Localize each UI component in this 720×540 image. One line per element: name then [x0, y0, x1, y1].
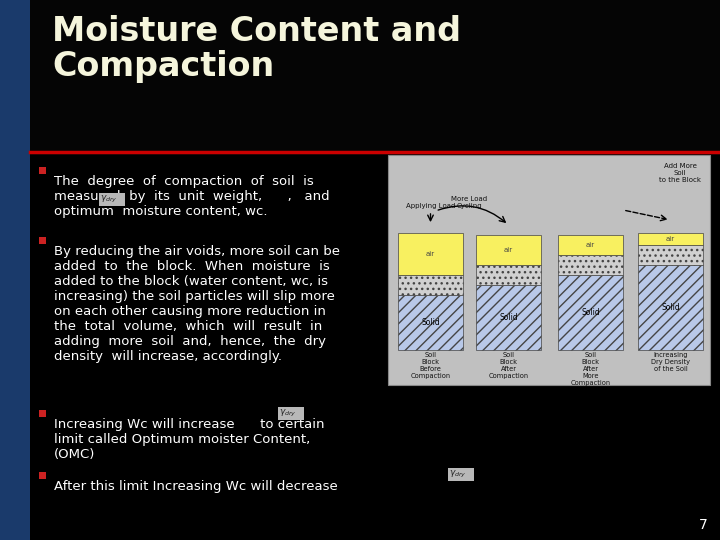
Text: Soil
Block
After
Compaction: Soil Block After Compaction — [488, 352, 528, 379]
Text: 7: 7 — [699, 518, 708, 532]
Text: Add More
Soil
to the Block: Add More Soil to the Block — [659, 163, 701, 183]
Bar — [638, 265, 703, 350]
Bar — [398, 275, 463, 295]
Bar — [476, 235, 541, 265]
Text: $\gamma_{dry}$: $\gamma_{dry}$ — [449, 469, 467, 480]
Text: limit called Optimum moister Content,: limit called Optimum moister Content, — [54, 433, 310, 446]
Text: air: air — [586, 242, 595, 248]
Text: density  will increase, accordingly.: density will increase, accordingly. — [54, 350, 282, 363]
Bar — [398, 233, 463, 275]
Bar — [30, 0, 720, 155]
Bar — [278, 407, 304, 420]
Text: the  total  volume,  which  will  result  in: the total volume, which will result in — [54, 320, 323, 333]
Text: Solid: Solid — [421, 318, 440, 327]
Text: optimum  moisture content, wᴄ.: optimum moisture content, wᴄ. — [54, 205, 268, 218]
Text: The  degree  of  compaction  of  soil  is: The degree of compaction of soil is — [54, 175, 314, 188]
Text: $\gamma_{dry}$: $\gamma_{dry}$ — [100, 194, 118, 205]
Text: $\gamma_{dry}$: $\gamma_{dry}$ — [279, 408, 297, 419]
Bar — [38, 166, 45, 173]
Bar — [638, 245, 703, 265]
Text: After this limit Increasing Wc will decrease: After this limit Increasing Wc will decr… — [54, 480, 338, 493]
Text: Increasing
Dry Density
of the Soil: Increasing Dry Density of the Soil — [651, 352, 690, 372]
Text: Solid: Solid — [581, 308, 600, 317]
Text: added to the block (water content, wc, is: added to the block (water content, wc, i… — [54, 275, 328, 288]
Text: measured  by  its  unit  weight,      ,   and: measured by its unit weight, , and — [54, 190, 330, 203]
Text: increasing) the soil particles will slip more: increasing) the soil particles will slip… — [54, 290, 335, 303]
Text: Applying Load: Applying Load — [406, 203, 455, 209]
Text: Soil
Block
After
More
Compaction: Soil Block After More Compaction — [570, 352, 611, 386]
Bar — [558, 255, 623, 275]
Bar — [448, 468, 474, 481]
Text: Moisture Content and: Moisture Content and — [52, 15, 461, 48]
Text: Solid: Solid — [499, 313, 518, 322]
Text: More Load
Cycling: More Load Cycling — [451, 196, 487, 209]
Text: air: air — [666, 236, 675, 242]
Text: on each other causing more reduction in: on each other causing more reduction in — [54, 305, 326, 318]
Bar — [398, 295, 463, 350]
Text: added  to  the  block.  When  moisture  is: added to the block. When moisture is — [54, 260, 330, 273]
Bar — [0, 0, 30, 540]
Bar — [388, 155, 710, 385]
Bar — [38, 471, 45, 478]
Text: (OMC): (OMC) — [54, 448, 95, 461]
Bar — [99, 193, 125, 206]
Text: adding  more  soil  and,  hence,  the  dry: adding more soil and, hence, the dry — [54, 335, 326, 348]
Text: Increasing Wc will increase      to certain: Increasing Wc will increase to certain — [54, 418, 325, 431]
Text: By reducing the air voids, more soil can be: By reducing the air voids, more soil can… — [54, 245, 340, 258]
Text: Solid: Solid — [661, 303, 680, 312]
Bar — [558, 235, 623, 255]
Bar — [38, 409, 45, 416]
Bar — [638, 233, 703, 245]
Bar — [38, 237, 45, 244]
Bar — [476, 265, 541, 285]
Text: Compaction: Compaction — [52, 50, 274, 83]
Bar — [558, 275, 623, 350]
Text: Soil
Block
Before
Compaction: Soil Block Before Compaction — [410, 352, 451, 379]
Text: air: air — [426, 251, 435, 257]
Bar — [476, 285, 541, 350]
Text: air: air — [504, 247, 513, 253]
